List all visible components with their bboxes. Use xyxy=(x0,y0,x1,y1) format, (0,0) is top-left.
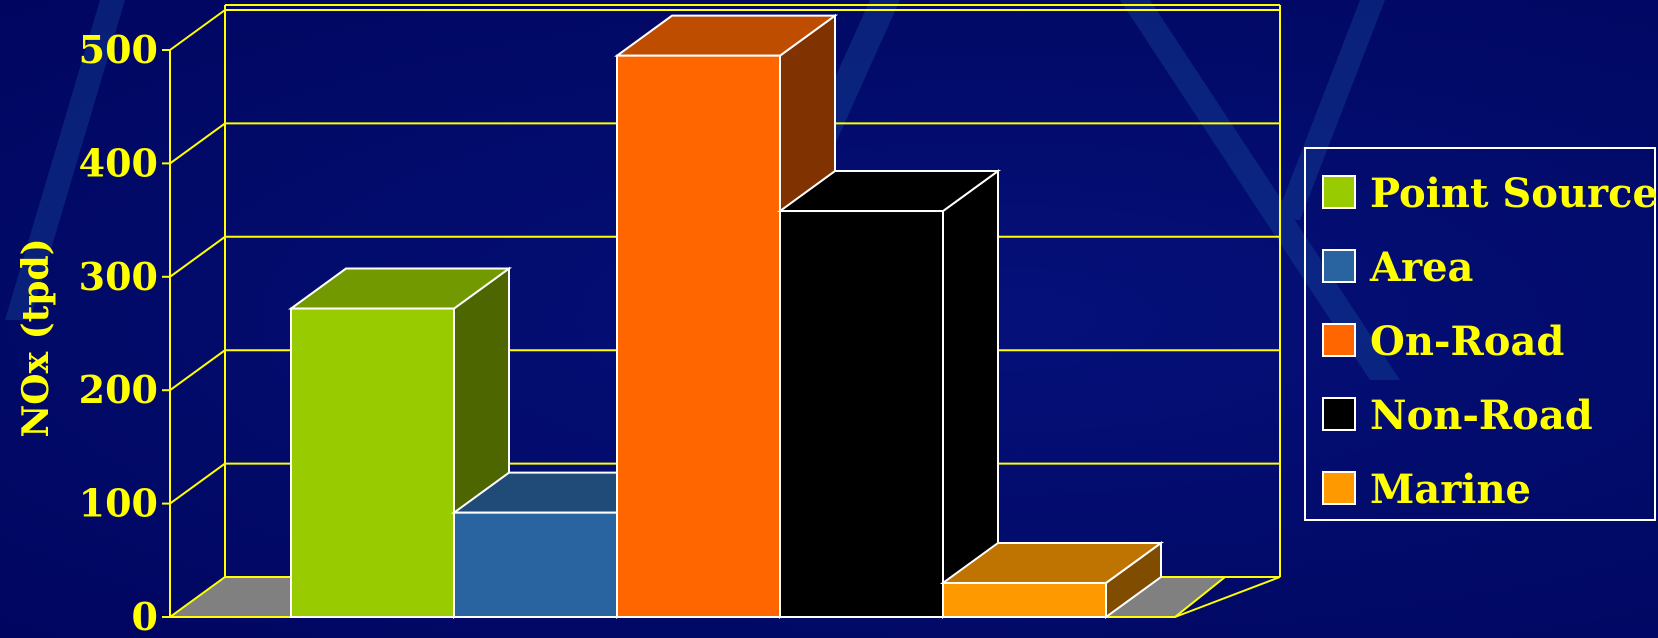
y-tick-label: 300 xyxy=(79,254,158,299)
legend-label: On-Road xyxy=(1370,318,1564,365)
gridline-diagonal xyxy=(169,235,226,278)
legend-item: Marine xyxy=(1322,466,1531,513)
legend-label: Marine xyxy=(1370,466,1531,513)
legend-label: Non-Road xyxy=(1370,392,1593,439)
chart-bars xyxy=(287,13,1165,619)
y-tick-label: 200 xyxy=(79,367,158,412)
legend-label: Area xyxy=(1369,244,1473,291)
y-tick-label: 500 xyxy=(79,27,158,72)
bar-marine xyxy=(939,541,1165,619)
gridline-diagonal xyxy=(169,122,226,165)
legend: Point Source Area On-Road Non-Road Marine xyxy=(1304,147,1658,521)
legend-box xyxy=(1304,147,1656,521)
floor-right-edge xyxy=(1174,576,1281,618)
background-streaks xyxy=(5,0,1400,380)
legend-item: Non-Road xyxy=(1322,392,1593,439)
y-axis-label: NOx (tpd) xyxy=(15,238,57,437)
legend-label: Point Source xyxy=(1370,170,1658,217)
bar-front-face xyxy=(779,210,944,618)
bar-front-face xyxy=(453,511,618,618)
bar-point-source xyxy=(287,266,513,619)
legend-item: Point Source xyxy=(1322,170,1658,217)
legend-swatch xyxy=(1322,249,1356,283)
bar-front-face xyxy=(290,307,455,618)
bar-non-road xyxy=(776,169,1002,619)
gridline-diagonal xyxy=(169,349,226,392)
legend-item: On-Road xyxy=(1322,318,1564,365)
y-tick-label: 400 xyxy=(79,140,158,185)
gridline-diagonal xyxy=(169,462,226,505)
legend-swatch xyxy=(1322,175,1356,209)
bar-front-face xyxy=(616,54,781,619)
legend-item: Area xyxy=(1322,244,1473,291)
legend-swatch xyxy=(1322,471,1356,505)
y-tick-label: 0 xyxy=(132,594,158,638)
legend-swatch xyxy=(1322,323,1356,357)
bar-front-face xyxy=(942,581,1107,618)
y-tick-label: 100 xyxy=(79,481,158,526)
gridline-diagonal xyxy=(169,9,226,51)
legend-swatch xyxy=(1322,397,1356,431)
